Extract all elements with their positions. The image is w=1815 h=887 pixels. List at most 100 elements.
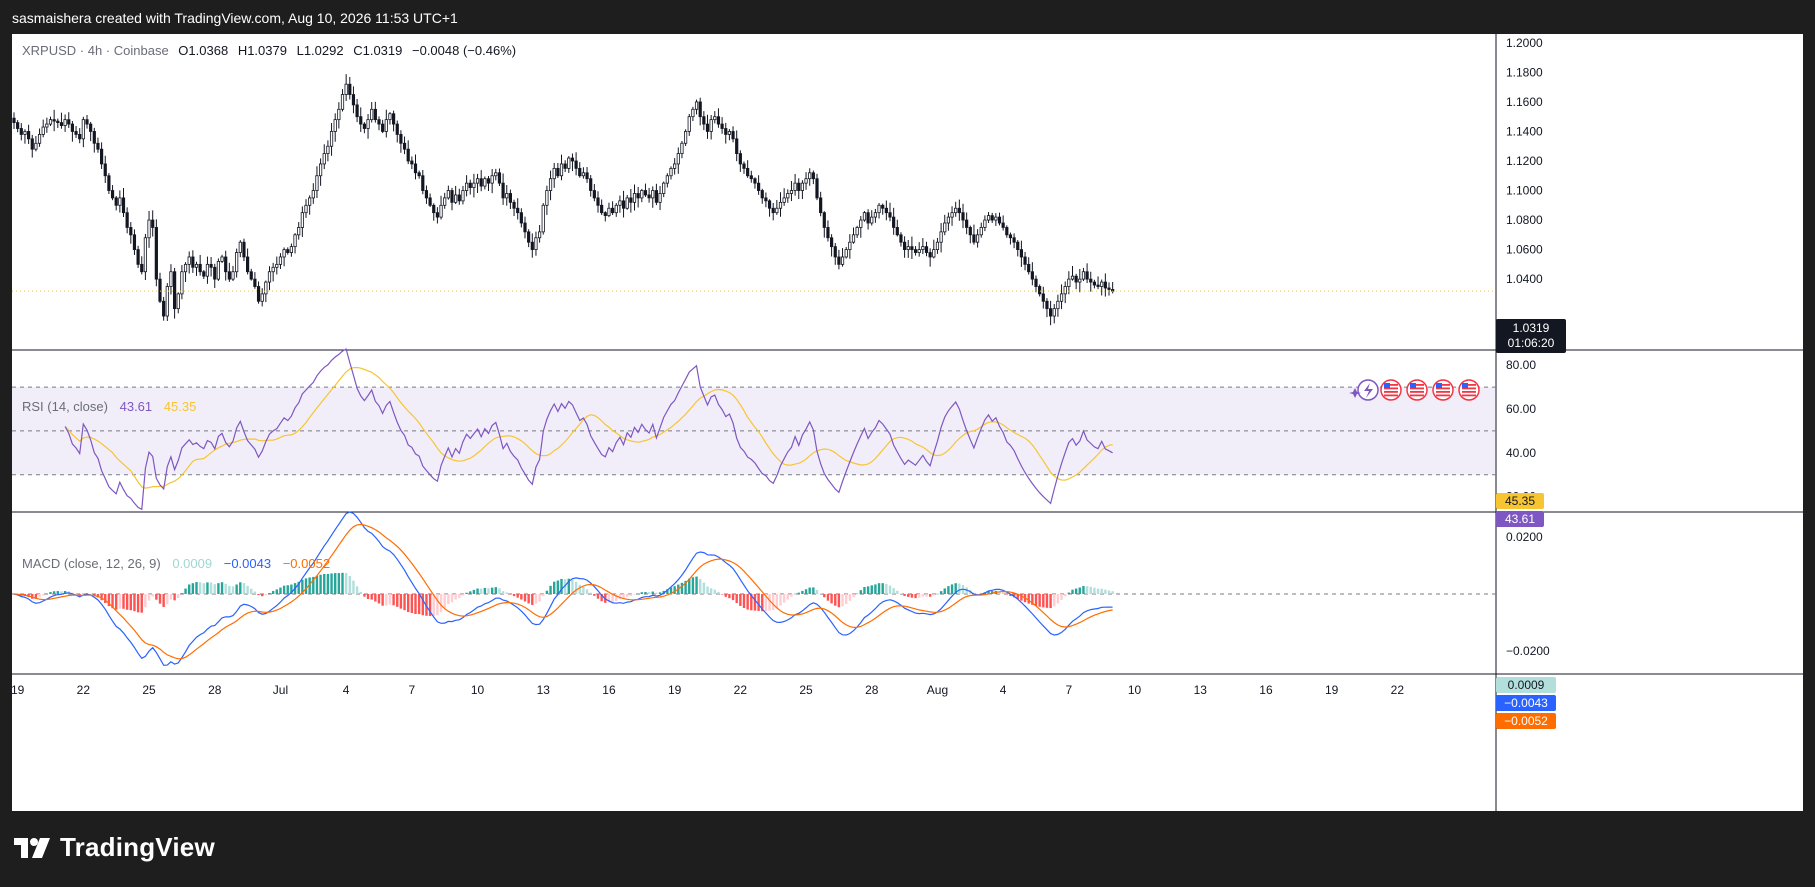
rsi-badge (1496, 511, 1544, 527)
macd-histogram-bar (366, 594, 370, 600)
macd-histogram-bar (447, 594, 450, 605)
us-flag-icons[interactable] (1380, 379, 1480, 401)
us-flag-icon[interactable] (1458, 379, 1480, 401)
price-axis[interactable]: 1.2000 1.1800 1.1600 1.1400 1.1200 1.1000 1.08… (1506, 36, 1550, 658)
macd-histogram-bar (761, 594, 764, 612)
candle (253, 272, 257, 289)
us-flag-icon[interactable] (1406, 379, 1428, 401)
candle (910, 236, 914, 259)
time-axis[interactable]: 19 22 25 28 Jul 4 7 10 13 16 19 22 25 28 Aug 4 7 10 13 16 19… (11, 683, 1404, 697)
macd-histogram-bar (534, 594, 538, 604)
candle-body-up (877, 204, 881, 214)
macd-histogram-bar (567, 578, 570, 594)
candle (892, 207, 896, 235)
rsi-ma-badge (1496, 493, 1544, 509)
candle-body-down (391, 113, 396, 125)
candle (1107, 282, 1111, 296)
macd-histogram-bar (188, 584, 191, 594)
candle-body-down (530, 241, 534, 250)
candle (753, 177, 757, 189)
macd-histogram-bar (636, 593, 640, 595)
macd-histogram-bar (217, 583, 220, 594)
candle (322, 144, 326, 170)
candle (1030, 262, 1034, 286)
flag-stripe (1410, 391, 1424, 393)
macd-line-legend-value: −0.0043 (224, 556, 271, 571)
candle (1049, 300, 1053, 326)
candle (556, 162, 560, 178)
macd-legend[interactable]: MACD (close, 12, 26, 9) 0.0009 −0.0043 −… (22, 556, 330, 571)
chart-credit: sasmaishera created with TradingView.com… (12, 10, 458, 26)
candle-body-up (534, 237, 538, 250)
candle-body-down (486, 178, 491, 184)
candle-body-up (680, 142, 684, 155)
event-icons[interactable] (1349, 379, 1480, 401)
price-tick-label: 1.0600 (1506, 243, 1543, 257)
us-flag-icon[interactable] (1380, 379, 1402, 401)
macd-histogram-bar (417, 594, 421, 615)
candle-body-down (432, 204, 436, 214)
candle (673, 158, 677, 175)
candle (855, 225, 859, 238)
price-tick-label: 1.1200 (1506, 154, 1543, 168)
candle (464, 175, 469, 197)
rsi-legend[interactable]: RSI (14, close) 43.61 45.35 (22, 399, 196, 414)
macd-signal-legend-value: −0.0052 (283, 556, 330, 571)
candle (1052, 304, 1056, 324)
candle (479, 170, 483, 192)
candle-body-down (830, 237, 834, 248)
candle-body-down (129, 227, 133, 236)
candle (180, 265, 184, 300)
macd-histogram-bar (319, 574, 322, 594)
macd-histogram-bar (385, 594, 388, 606)
candle-body-down (1008, 234, 1013, 239)
macd-histogram-bar (359, 591, 362, 594)
candle (534, 231, 538, 256)
candle-body-down (636, 193, 640, 199)
candle-body-up (669, 167, 673, 177)
candle (592, 184, 596, 202)
candle-body-down (888, 212, 892, 218)
macd-histogram-bar (852, 594, 855, 598)
time-tick-label: 28 (208, 683, 222, 697)
candle-body-down (468, 182, 472, 188)
us-flag-icon[interactable] (1432, 379, 1454, 401)
candle-body-up (45, 123, 49, 128)
candle-body-down (16, 122, 20, 129)
macd-histogram-bar (724, 594, 727, 597)
candle-body-down (256, 286, 261, 302)
candle (424, 185, 429, 204)
candle (103, 155, 107, 184)
candle-body-up (1100, 281, 1104, 287)
macd-histogram-bar (918, 594, 921, 598)
macd-histogram-bar (432, 594, 435, 616)
macd-histogram-bar (520, 594, 523, 600)
candle (70, 121, 75, 142)
candle-body-down (1027, 263, 1031, 273)
candle (216, 258, 220, 281)
macd-histogram-bar (950, 584, 954, 594)
macd-histogram-bar (1082, 585, 1085, 594)
candle-body-down (884, 207, 888, 214)
macd-histogram-bar (896, 590, 899, 594)
macd-histogram-bar (702, 582, 706, 594)
macd-histogram-bar (866, 586, 870, 594)
open-label: O (178, 43, 188, 58)
candle-body-down (621, 200, 626, 209)
candle (1074, 273, 1078, 290)
ohlc-legend[interactable]: XRPUSD · 4h · Coinbase O1.0368 H1.0379 L… (22, 43, 516, 58)
candle (997, 212, 1002, 226)
macd-histogram-bar (198, 582, 202, 594)
macd-histogram-bar (976, 593, 979, 595)
macd-histogram-bar (505, 592, 508, 594)
candle-body-up (976, 234, 980, 243)
macd-histogram-bar (151, 594, 154, 597)
candle-body-down (286, 249, 290, 253)
candle (636, 186, 640, 208)
macd-histogram-bar (815, 589, 819, 594)
macd-histogram-bar (932, 594, 935, 596)
candle-body-up (384, 119, 388, 132)
time-tick-label: 16 (602, 683, 616, 697)
candle (402, 136, 407, 155)
candle (48, 116, 53, 126)
